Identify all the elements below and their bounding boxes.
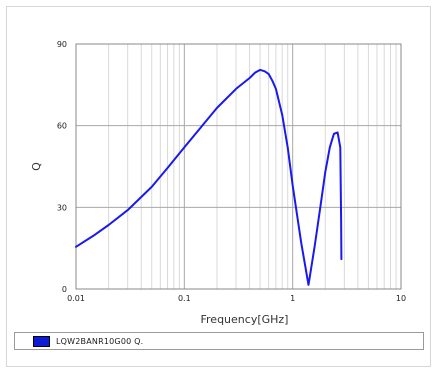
- x-axis-label: Frequency[GHz]: [201, 313, 289, 326]
- y-tick-labels: 0 30 60 90: [57, 40, 67, 294]
- legend-label: LQW2BANR10G00 Q.: [56, 336, 144, 346]
- x-tick-labels: 0.01 0.1 1 10: [67, 294, 406, 303]
- series-layer: [75, 68, 343, 286]
- y-tick-label: 60: [57, 122, 67, 131]
- grid-lines: [76, 44, 401, 289]
- y-tick-label: 30: [57, 203, 67, 212]
- x-tick-label: 10: [396, 294, 406, 303]
- plot-area-border: [75, 43, 402, 290]
- y-tick-label: 0: [62, 285, 67, 294]
- x-tick-label: 0.1: [178, 294, 191, 303]
- y-tick-label: 90: [57, 40, 67, 49]
- series-line: [75, 68, 343, 286]
- legend: LQW2BANR10G00 Q.: [14, 332, 424, 350]
- x-tick-label: 0.01: [67, 294, 85, 303]
- chart-frame: [6, 6, 431, 367]
- x-tick-label: 1: [290, 294, 295, 303]
- y-axis-label: Q: [30, 162, 43, 171]
- legend-swatch: [33, 335, 50, 347]
